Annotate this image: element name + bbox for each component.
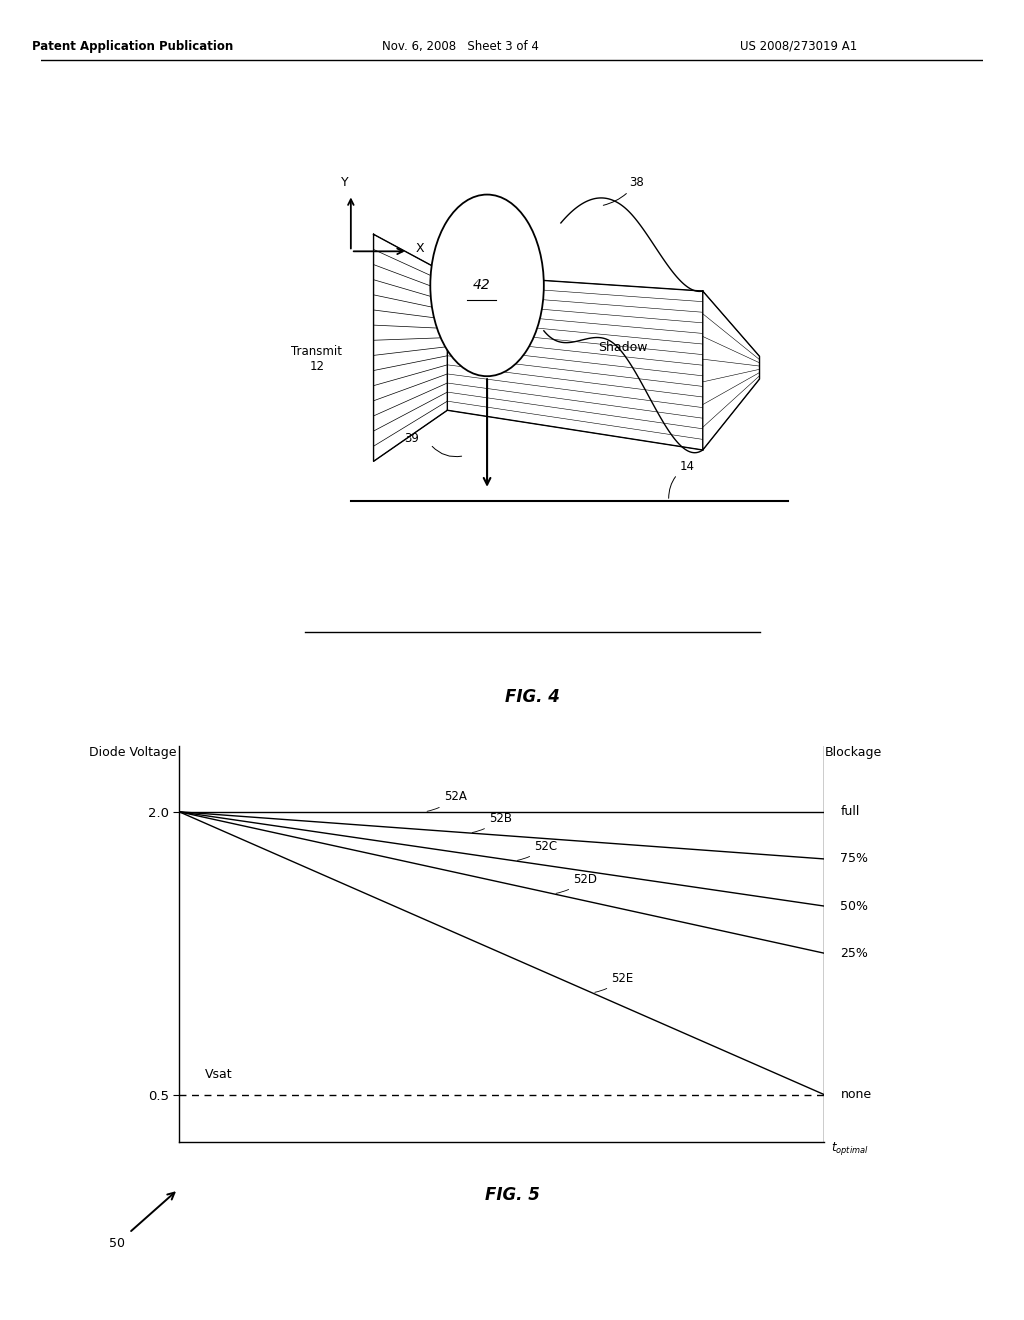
Text: full: full — [841, 805, 860, 818]
Text: 52B: 52B — [472, 812, 512, 833]
Text: Patent Application Publication: Patent Application Publication — [33, 40, 233, 53]
Text: Diode Voltage: Diode Voltage — [89, 746, 176, 759]
Text: 50: 50 — [109, 1237, 125, 1250]
Text: 39: 39 — [404, 432, 419, 445]
Text: 25%: 25% — [841, 946, 868, 960]
Text: X: X — [416, 242, 425, 255]
Text: 52A: 52A — [427, 791, 467, 812]
Text: 14: 14 — [669, 459, 695, 498]
Text: 52C: 52C — [517, 840, 557, 861]
Text: 38: 38 — [603, 176, 644, 206]
Text: Blockage: Blockage — [824, 746, 882, 759]
Text: Transmit
12: Transmit 12 — [291, 345, 342, 374]
Text: FIG. 5: FIG. 5 — [484, 1185, 540, 1204]
Text: none: none — [841, 1088, 871, 1101]
Ellipse shape — [430, 194, 544, 376]
Text: 42: 42 — [472, 279, 490, 293]
Text: FIG. 4: FIG. 4 — [505, 689, 560, 706]
Text: US 2008/273019 A1: US 2008/273019 A1 — [740, 40, 857, 53]
Text: 52D: 52D — [556, 873, 597, 894]
Text: Y: Y — [341, 176, 349, 189]
Text: Vsat: Vsat — [205, 1068, 232, 1081]
Text: Nov. 6, 2008   Sheet 3 of 4: Nov. 6, 2008 Sheet 3 of 4 — [382, 40, 540, 53]
Text: $t_{optimal}$: $t_{optimal}$ — [830, 1140, 868, 1156]
Text: 50%: 50% — [841, 900, 868, 912]
Text: Shadow: Shadow — [599, 342, 648, 354]
Text: 75%: 75% — [841, 853, 868, 866]
Text: 52E: 52E — [595, 972, 634, 993]
